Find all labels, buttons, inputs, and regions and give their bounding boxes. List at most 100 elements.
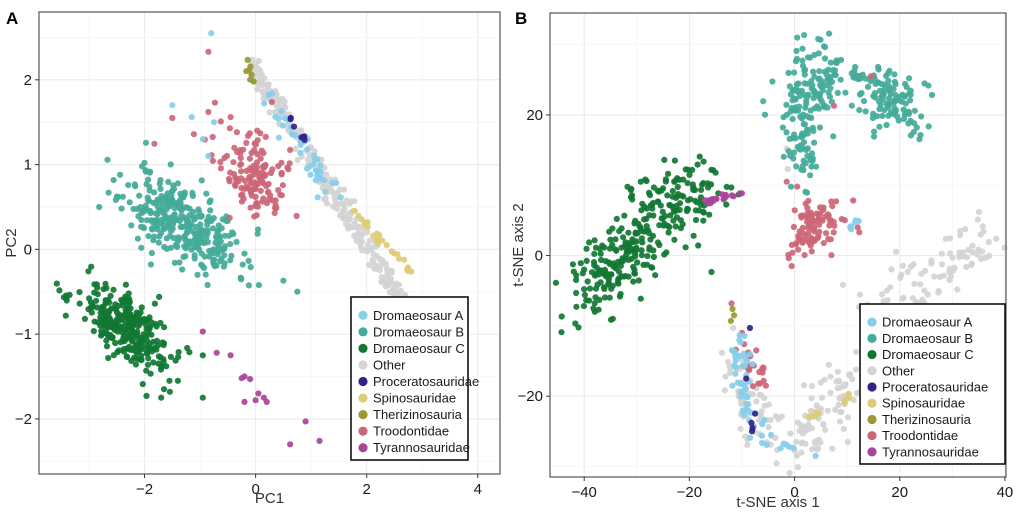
point-other xyxy=(942,235,949,242)
point-therizinosauria xyxy=(729,305,736,313)
point-dromaeosaur-b xyxy=(245,282,252,289)
point-troodontidae xyxy=(169,114,176,122)
point-dromaeosaur-b xyxy=(872,80,879,87)
point-dromaeosaur-b xyxy=(172,241,179,248)
point-troodontidae xyxy=(828,198,835,205)
point-dromaeosaur-c xyxy=(609,225,616,232)
point-dromaeosaur-b xyxy=(796,145,803,152)
point-troodontidae xyxy=(830,102,838,109)
point-dromaeosaur-b xyxy=(804,93,811,101)
point-dromaeosaur-a xyxy=(732,357,739,364)
point-other xyxy=(836,418,844,425)
point-dromaeosaur-c xyxy=(88,263,95,270)
point-dromaeosaur-b xyxy=(169,197,176,204)
point-dromaeosaur-c xyxy=(655,188,663,195)
point-dromaeosaur-b xyxy=(892,91,899,98)
point-other xyxy=(722,373,729,380)
point-other xyxy=(897,274,904,281)
legend-item-therizinosauria: Therizinosauria xyxy=(867,412,972,427)
point-dromaeosaur-b xyxy=(795,103,803,110)
point-troodontidae xyxy=(287,146,294,153)
point-other xyxy=(341,186,348,193)
point-other xyxy=(388,269,395,276)
point-dromaeosaur-c xyxy=(674,183,681,191)
point-dromaeosaur-c xyxy=(662,176,670,183)
point-dromaeosaur-c xyxy=(139,381,146,388)
point-dromaeosaur-c xyxy=(628,255,635,262)
point-dromaeosaur-c xyxy=(145,355,152,362)
point-dromaeosaur-b xyxy=(830,133,837,140)
point-dromaeosaur-b xyxy=(110,177,117,184)
point-other xyxy=(265,81,272,88)
point-dromaeosaur-a xyxy=(169,102,176,109)
point-other xyxy=(808,395,815,402)
point-other xyxy=(978,255,985,262)
point-dromaeosaur-b xyxy=(196,208,203,216)
point-dromaeosaur-c xyxy=(591,300,598,307)
point-dromaeosaur-b xyxy=(151,233,158,240)
point-other xyxy=(918,270,925,277)
point-other xyxy=(255,65,262,73)
point-other xyxy=(376,267,383,274)
point-dromaeosaur-b xyxy=(881,106,888,114)
point-dromaeosaur-c xyxy=(692,216,700,224)
point-dromaeosaur-c xyxy=(94,319,101,326)
point-troodontidae xyxy=(268,98,275,106)
point-dromaeosaur-a xyxy=(314,156,321,163)
point-dromaeosaur-b xyxy=(125,182,132,189)
y-axis-title-b: t-SNE axis 2 xyxy=(510,203,527,286)
point-dromaeosaur-c xyxy=(648,202,655,209)
point-troodontidae xyxy=(760,377,767,384)
point-spinosauridae xyxy=(383,241,390,249)
legend-label: Spinosauridae xyxy=(373,391,456,406)
x-tick-label: 0 xyxy=(251,481,259,498)
point-dromaeosaur-c xyxy=(103,285,110,292)
point-troodontidae xyxy=(226,214,233,221)
point-dromaeosaur-c xyxy=(145,330,152,337)
legend-label: Dromaeosaur A xyxy=(882,315,973,330)
legend-label: Dromaeosaur C xyxy=(882,347,974,362)
point-dromaeosaur-a xyxy=(208,30,215,37)
point-dromaeosaur-b xyxy=(811,105,818,112)
point-dromaeosaur-c xyxy=(700,208,707,215)
point-other xyxy=(817,439,824,446)
point-dromaeosaur-b xyxy=(779,124,787,131)
point-dromaeosaur-b xyxy=(823,71,830,78)
point-dromaeosaur-c xyxy=(646,244,653,251)
point-dromaeosaur-c xyxy=(609,241,616,248)
point-dromaeosaur-a xyxy=(337,194,344,201)
point-other xyxy=(761,394,768,402)
point-other xyxy=(323,171,330,178)
point-dromaeosaur-c xyxy=(612,246,619,253)
point-dromaeosaur-b xyxy=(126,199,133,206)
point-dromaeosaur-c xyxy=(601,284,608,291)
point-dromaeosaur-c xyxy=(634,230,641,237)
point-troodontidae xyxy=(799,224,807,231)
point-dromaeosaur-c xyxy=(698,186,705,193)
point-dromaeosaur-c xyxy=(138,352,145,359)
point-other xyxy=(935,289,942,296)
point-other xyxy=(343,197,350,204)
point-other xyxy=(784,166,791,173)
legend-item-dromaeosaur-a: Dromaeosaur A xyxy=(358,308,464,323)
point-other xyxy=(825,361,833,368)
point-dromaeosaur-a xyxy=(743,406,750,413)
legend-box xyxy=(859,303,1006,465)
point-spinosauridae xyxy=(841,398,849,406)
point-troodontidae xyxy=(238,185,245,192)
point-troodontidae xyxy=(789,249,796,256)
point-other xyxy=(787,430,794,437)
point-other xyxy=(840,425,847,433)
point-troodontidae xyxy=(854,224,861,231)
point-other xyxy=(369,256,376,264)
panel-label-b: B xyxy=(515,9,527,28)
point-dromaeosaur-a xyxy=(763,441,770,449)
point-troodontidae xyxy=(278,169,285,177)
point-dromaeosaur-c xyxy=(593,270,600,278)
point-dromaeosaur-a xyxy=(745,401,752,408)
point-dromaeosaur-c xyxy=(684,205,691,212)
point-other xyxy=(351,221,358,228)
point-dromaeosaur-b xyxy=(825,66,832,73)
point-dromaeosaur-b xyxy=(176,259,183,266)
point-dromaeosaur-b xyxy=(157,185,164,192)
